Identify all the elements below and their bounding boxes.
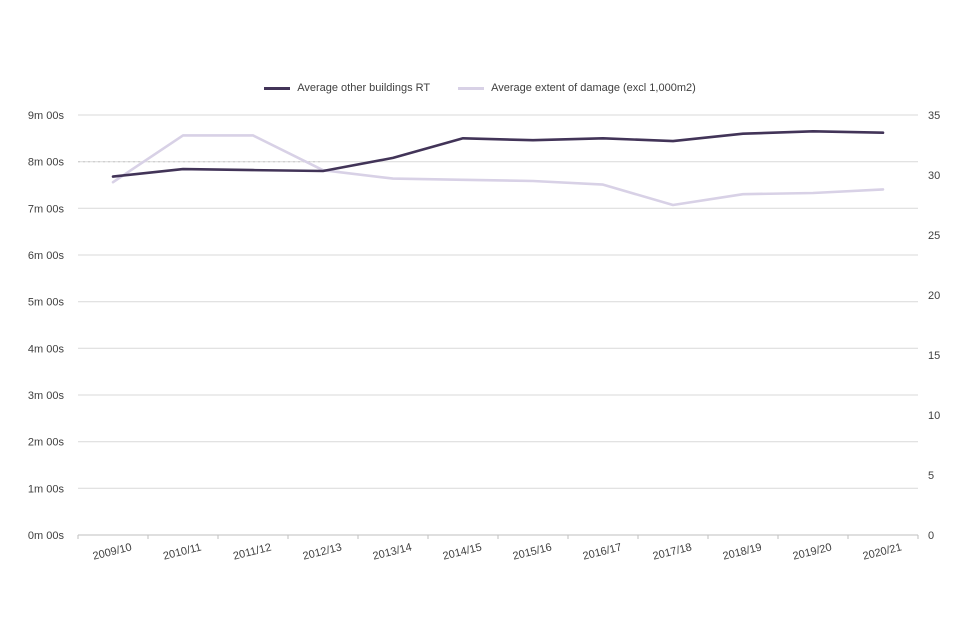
x-axis-category-label: 2010/11 <box>162 542 203 563</box>
right-axis-tick-label: 25 <box>928 230 940 242</box>
left-axis-tick-label: 6m 00s <box>28 250 65 262</box>
x-axis-category-label: 2012/13 <box>302 541 343 562</box>
x-axis-category-label: 2009/10 <box>92 541 133 562</box>
right-axis-tick-label: 5 <box>928 470 934 482</box>
right-axis-tick-label: 10 <box>928 410 940 422</box>
x-axis-category-label: 2020/21 <box>862 541 903 562</box>
x-axis-category-label: 2013/14 <box>372 541 413 562</box>
left-axis-tick-label: 4m 00s <box>28 343 65 355</box>
right-axis-tick-label: 30 <box>928 170 940 182</box>
legend-swatch-light-line <box>458 86 485 90</box>
left-axis-tick-label: 1m 00s <box>28 483 65 495</box>
chart-legend: Average other buildings RT Average exten… <box>0 82 960 94</box>
right-axis-tick-label: 35 <box>928 110 940 122</box>
left-axis-tick-label: 2m 00s <box>28 437 65 449</box>
legend-label-avg-other-buildings-rt: Average other buildings RT <box>297 82 431 94</box>
legend-item-avg-extent-of-damage: Average extent of damage (excl 1,000m2) <box>458 82 696 94</box>
legend-swatch-dark-line <box>264 86 291 90</box>
left-axis-tick-label: 0m 00s <box>28 530 65 542</box>
series-line-average-other-buildings-rt <box>111 130 885 178</box>
legend-item-avg-other-buildings-rt: Average other buildings RT <box>264 82 430 94</box>
left-axis-tick-label: 3m 00s <box>28 390 65 402</box>
right-axis-tick-label: 0 <box>928 530 934 542</box>
right-axis-tick-label: 15 <box>928 350 940 362</box>
x-axis-category-label: 2011/12 <box>232 542 273 563</box>
legend-label-avg-extent-of-damage: Average extent of damage (excl 1,000m2) <box>491 82 696 94</box>
left-axis-tick-label: 5m 00s <box>28 297 65 309</box>
right-axis-tick-label: 20 <box>928 290 940 302</box>
left-axis-tick-label: 8m 00s <box>28 157 65 169</box>
x-axis-category-label: 2018/19 <box>722 541 763 562</box>
x-axis-category-label: 2015/16 <box>512 541 553 562</box>
left-axis-tick-label: 7m 00s <box>28 203 65 215</box>
x-axis-category-label: 2014/15 <box>442 541 483 562</box>
series-line-average-extent-of-damage-excl-1-000m2- <box>111 134 885 207</box>
x-axis-category-label: 2016/17 <box>582 541 623 562</box>
left-axis-tick-label: 9m 00s <box>28 110 65 122</box>
x-axis-category-label: 2017/18 <box>652 541 693 562</box>
x-axis-category-label: 2019/20 <box>792 541 833 562</box>
